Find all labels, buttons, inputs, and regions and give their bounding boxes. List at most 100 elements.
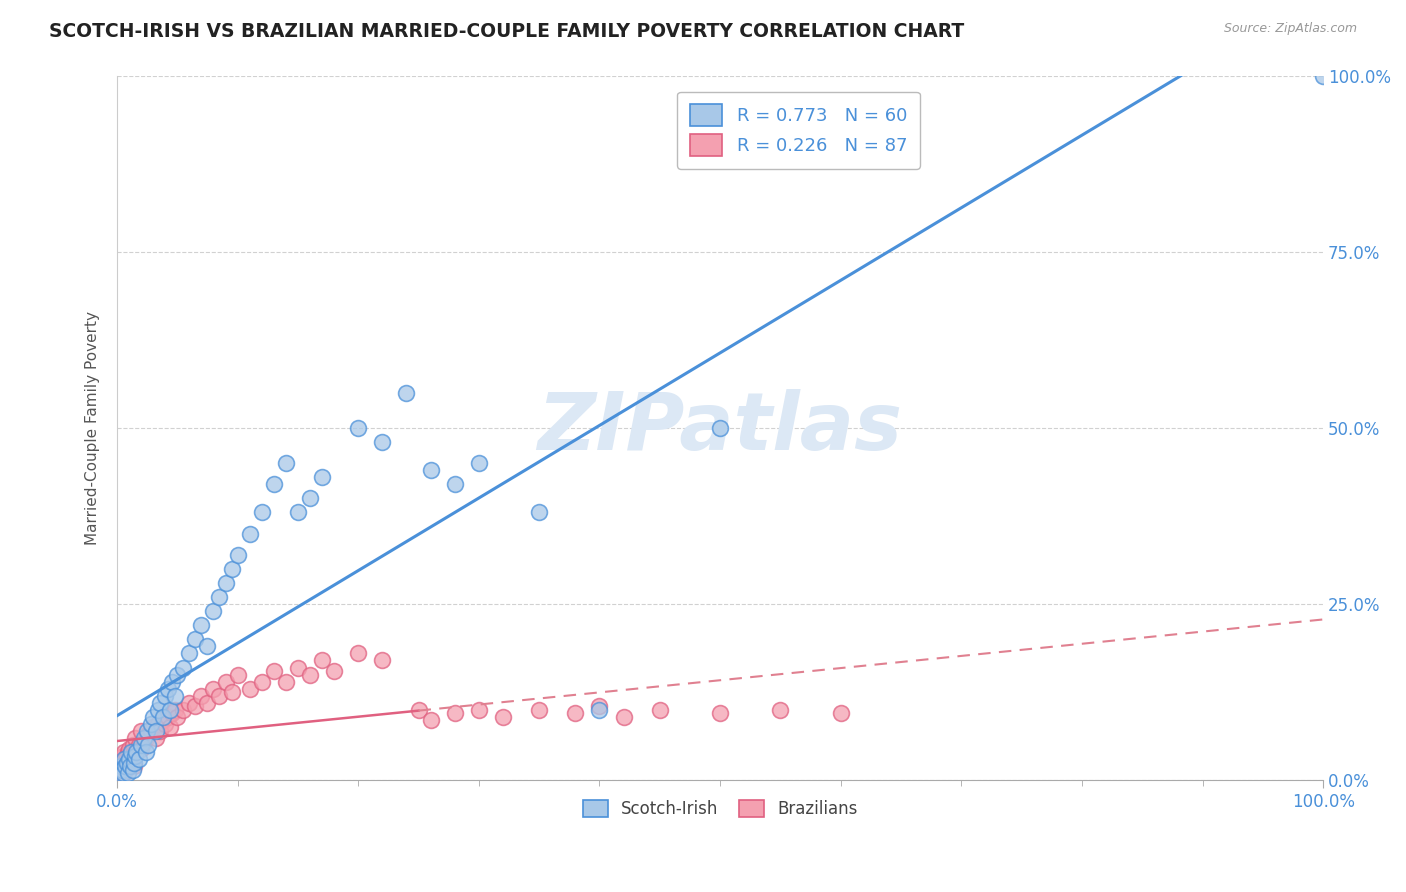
Point: [121, 763, 143, 777]
Point: [221, 685, 243, 699]
Point: [468, 456, 491, 470]
Point: [135, 731, 157, 745]
Point: [190, 618, 212, 632]
Point: [612, 710, 634, 724]
Point: [179, 696, 201, 710]
Point: [128, 738, 150, 752]
Point: [136, 723, 159, 738]
Point: [142, 721, 165, 735]
Legend: Scotch-Irish, Brazilians: Scotch-Irish, Brazilians: [576, 793, 863, 825]
Point: [197, 640, 219, 654]
Point: [114, 752, 136, 766]
Text: SCOTCH-IRISH VS BRAZILIAN MARRIED-COUPLE FAMILY POVERTY CORRELATION CHART: SCOTCH-IRISH VS BRAZILIAN MARRIED-COUPLE…: [49, 22, 965, 41]
Point: [648, 703, 671, 717]
Point: [588, 703, 610, 717]
Point: [287, 660, 309, 674]
Point: [115, 748, 138, 763]
Point: [111, 756, 134, 770]
Point: [107, 770, 129, 784]
Point: [709, 706, 731, 721]
Point: [146, 703, 169, 717]
Point: [139, 723, 162, 738]
Point: [121, 738, 143, 752]
Point: [114, 763, 136, 777]
Point: [124, 731, 146, 745]
Point: [107, 766, 129, 780]
Point: [159, 721, 181, 735]
Point: [145, 731, 167, 745]
Point: [120, 759, 142, 773]
Point: [111, 763, 134, 777]
Point: [128, 752, 150, 766]
Point: [110, 759, 132, 773]
Point: [149, 696, 172, 710]
Point: [298, 491, 321, 506]
Point: [152, 710, 174, 724]
Point: [120, 748, 142, 763]
Text: Source: ZipAtlas.com: Source: ZipAtlas.com: [1223, 22, 1357, 36]
Point: [111, 759, 134, 773]
Point: [146, 717, 169, 731]
Point: [419, 463, 441, 477]
Point: [371, 653, 394, 667]
Point: [149, 723, 172, 738]
Point: [527, 703, 550, 717]
Y-axis label: Married-Couple Family Poverty: Married-Couple Family Poverty: [86, 311, 100, 545]
Point: [129, 741, 152, 756]
Point: [274, 674, 297, 689]
Point: [112, 766, 135, 780]
Point: [179, 647, 201, 661]
Point: [124, 748, 146, 763]
Point: [311, 470, 333, 484]
Point: [156, 681, 179, 696]
Point: [111, 763, 134, 777]
Point: [125, 745, 148, 759]
Point: [226, 667, 249, 681]
Point: [112, 745, 135, 759]
Point: [564, 706, 586, 721]
Point: [112, 752, 135, 766]
Point: [112, 759, 135, 773]
Point: [118, 741, 141, 756]
Point: [347, 421, 370, 435]
Point: [709, 421, 731, 435]
Point: [118, 752, 141, 766]
Point: [145, 723, 167, 738]
Point: [124, 748, 146, 763]
Point: [120, 759, 142, 773]
Point: [108, 766, 131, 780]
Point: [162, 706, 184, 721]
Point: [298, 667, 321, 681]
Point: [184, 699, 207, 714]
Point: [443, 706, 465, 721]
Point: [117, 756, 139, 770]
Point: [132, 731, 155, 745]
Point: [122, 756, 145, 770]
Point: [159, 703, 181, 717]
Point: [184, 632, 207, 647]
Point: [347, 647, 370, 661]
Point: [110, 766, 132, 780]
Point: [190, 689, 212, 703]
Point: [129, 723, 152, 738]
Point: [202, 681, 225, 696]
Point: [117, 745, 139, 759]
Point: [208, 689, 231, 703]
Point: [136, 738, 159, 752]
Point: [172, 660, 194, 674]
Point: [111, 748, 134, 763]
Point: [371, 435, 394, 450]
Point: [155, 689, 177, 703]
Point: [274, 456, 297, 470]
Point: [323, 664, 346, 678]
Point: [162, 674, 184, 689]
Point: [136, 727, 159, 741]
Point: [120, 745, 142, 759]
Point: [263, 477, 285, 491]
Point: [492, 710, 515, 724]
Point: [166, 667, 188, 681]
Point: [239, 526, 262, 541]
Point: [250, 674, 273, 689]
Point: [395, 385, 418, 400]
Point: [125, 745, 148, 759]
